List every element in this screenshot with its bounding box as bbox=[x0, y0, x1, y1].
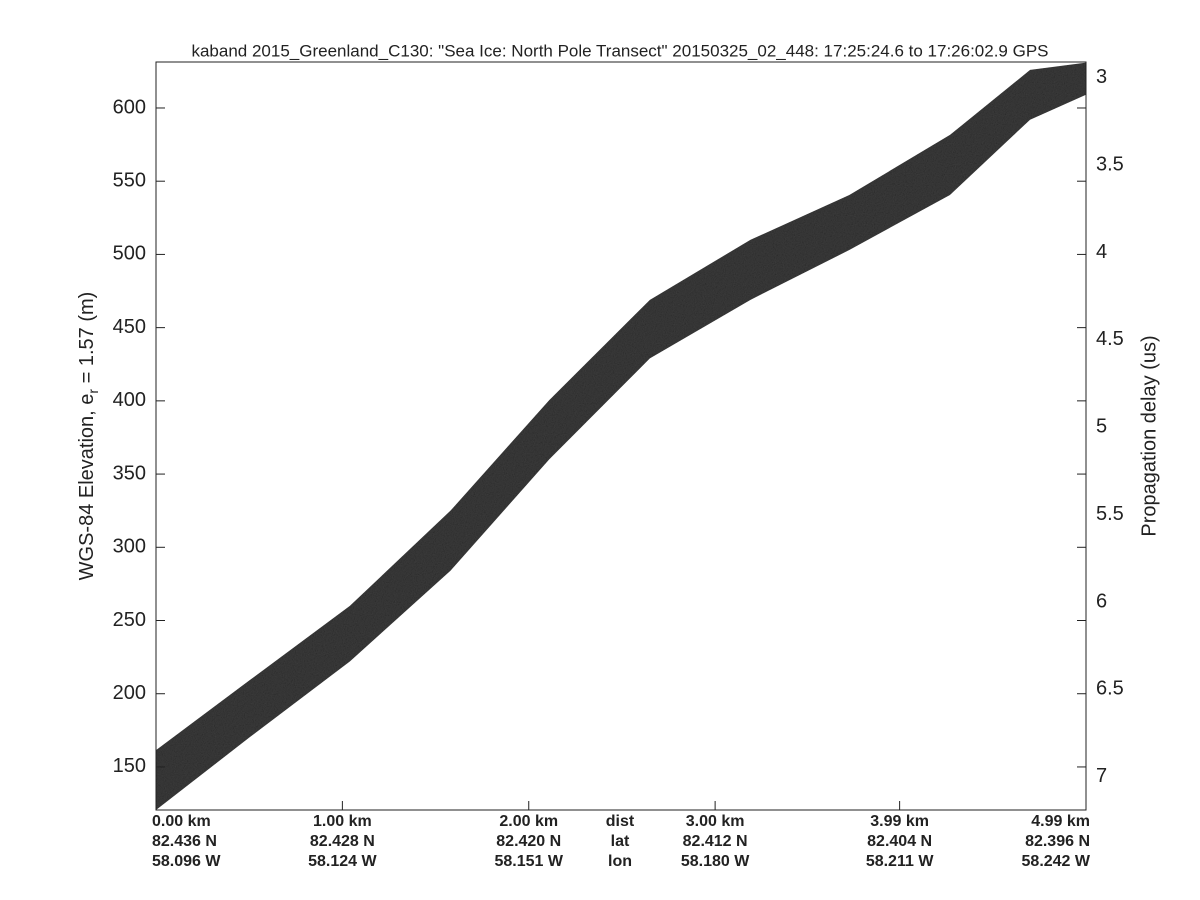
lon-label: 58.180 W bbox=[681, 853, 750, 870]
y-label-sub: r bbox=[85, 389, 101, 394]
x-tick-label: 2.00 km bbox=[499, 813, 558, 830]
y-tick-label: 400 bbox=[113, 389, 146, 411]
y2-tick-label: 3.5 bbox=[1096, 153, 1124, 175]
y2-tick-label: 4.5 bbox=[1096, 328, 1124, 350]
y2-tick-label: 4 bbox=[1096, 241, 1107, 263]
y-tick-label: 350 bbox=[113, 462, 146, 484]
y2-axis-label: Propagation delay (us) bbox=[1138, 335, 1160, 536]
y2-tick-label: 7 bbox=[1096, 765, 1107, 787]
lon-label: 58.211 W bbox=[866, 853, 935, 870]
y-tick-label: 150 bbox=[113, 755, 146, 777]
y-label-part: WGS-84 Elevation, e bbox=[76, 394, 98, 581]
plot-frame bbox=[155, 61, 1087, 811]
y-tick-label: 450 bbox=[113, 316, 146, 338]
y-tick-label: 600 bbox=[113, 96, 146, 118]
x-tick-label: 4.99 km bbox=[1031, 813, 1090, 830]
y-tick-label: 300 bbox=[113, 536, 146, 558]
y2-tick-label: 3 bbox=[1096, 66, 1107, 88]
y-tick-label: 500 bbox=[113, 243, 146, 265]
plot-area bbox=[156, 62, 1086, 810]
lat-label: 82.404 N bbox=[867, 833, 932, 850]
lat-label: 82.436 N bbox=[152, 833, 217, 850]
lon-label: 58.124 W bbox=[308, 853, 377, 870]
x-tick-label: 0.00 km bbox=[152, 813, 211, 830]
y-label-part: = 1.57 (m) bbox=[76, 292, 98, 389]
lat-label: 82.428 N bbox=[310, 833, 375, 850]
x-tick-label: 3.00 km bbox=[686, 813, 745, 830]
lat-label: 82.412 N bbox=[683, 833, 748, 850]
lon-label: 58.151 W bbox=[495, 853, 564, 870]
y-tick-label: 550 bbox=[113, 169, 146, 191]
x-tick-label: 3.99 km bbox=[870, 813, 929, 830]
y-tick-label: 250 bbox=[113, 609, 146, 631]
row-label: dist bbox=[606, 813, 635, 830]
echogram-band bbox=[156, 62, 1086, 810]
row-label: lat bbox=[611, 833, 630, 850]
chart-title: kaband 2015_Greenland_C130: "Sea Ice: No… bbox=[191, 41, 1048, 60]
lon-label: 58.242 W bbox=[1022, 853, 1091, 870]
lat-label: 82.420 N bbox=[496, 833, 561, 850]
x-tick-label: 1.00 km bbox=[313, 813, 372, 830]
y-axis-label: WGS-84 Elevation, er = 1.57 (m) bbox=[76, 292, 100, 581]
lon-label: 58.096 W bbox=[152, 853, 221, 870]
y2-tick-label: 6.5 bbox=[1096, 678, 1124, 700]
y2-tick-label: 5 bbox=[1096, 416, 1107, 438]
row-label: lon bbox=[608, 853, 632, 870]
y2-tick-label: 6 bbox=[1096, 590, 1107, 612]
lat-label: 82.396 N bbox=[1025, 833, 1090, 850]
y-tick-label: 200 bbox=[113, 682, 146, 704]
y2-tick-label: 5.5 bbox=[1096, 503, 1124, 525]
